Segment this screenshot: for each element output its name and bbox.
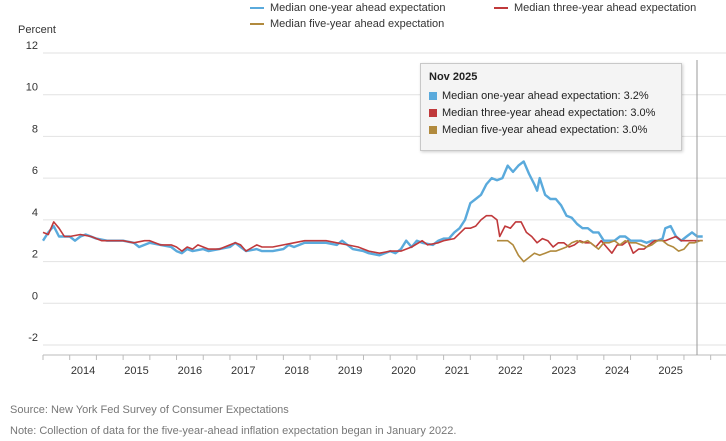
y-axis-title: Percent [18, 24, 56, 36]
x-tick-label: 2019 [338, 365, 362, 377]
x-tick-label: 2020 [391, 365, 415, 377]
source-note: Source: New York Fed Survey of Consumer … [10, 404, 289, 416]
legend-line-icon [494, 7, 508, 9]
y-tick-label: 8 [32, 123, 38, 135]
y-tick-label: 6 [32, 165, 38, 177]
legend-label: Median five-year ahead expectation [270, 18, 445, 30]
series-line-2[interactable] [42, 214, 703, 254]
tooltip-value: Median one-year ahead expectation: 3.2% [442, 89, 649, 102]
square-icon [429, 108, 437, 117]
x-tick-label: 2015 [124, 365, 148, 377]
legend-label: Median three-year ahead expectation [514, 2, 697, 14]
x-tick-label: 2018 [284, 365, 308, 377]
legend-label: Median one-year ahead expectation [270, 2, 446, 14]
tooltip-title: Nov 2025 [429, 71, 478, 83]
y-tick-label: 10 [26, 82, 38, 94]
legend-five-year[interactable]: Median five-year ahead expectation [250, 18, 444, 30]
data-tooltip: Nov 2025 Median one-year ahead expectati… [420, 63, 682, 151]
x-tick-label: 2017 [231, 365, 255, 377]
y-axis-ticks: 12 10 8 6 4 2 0 -2 [26, 40, 38, 344]
gridlines [43, 52, 726, 346]
tooltip-row-one-year: Median one-year ahead expectation: 3.2% [429, 87, 673, 104]
y-tick-label: 0 [32, 290, 38, 302]
x-tick-label: 2023 [552, 365, 576, 377]
x-tick-label: 2025 [658, 365, 682, 377]
tooltip-row-three-year: Median three-year ahead expectation: 3.0… [429, 104, 673, 121]
y-tick-label: 12 [26, 40, 38, 52]
square-icon [429, 91, 437, 100]
x-tick-label: 2022 [498, 365, 522, 377]
footnote: Note: Collection of data for the five-ye… [10, 425, 457, 437]
x-axis: 2014 2015 2016 2017 2018 2019 2020 2021 2022 2023… [42, 354, 726, 377]
legend-one-year[interactable]: Median one-year ahead expectation [250, 2, 446, 14]
legend-line-icon [250, 23, 264, 25]
x-tick-label: 2016 [178, 365, 202, 377]
square-icon [429, 125, 437, 134]
tooltip-value: Median five-year ahead expectation: 3.0% [442, 123, 648, 136]
y-tick-label: -2 [28, 332, 38, 344]
legend-three-year[interactable]: Median three-year ahead expectation [494, 2, 696, 14]
series-lines [41, 160, 703, 263]
y-tick-label: 4 [32, 207, 38, 219]
tooltip-row-five-year: Median five-year ahead expectation: 3.0% [429, 121, 673, 138]
x-tick-label: 2021 [445, 365, 469, 377]
line-chart[interactable]: 12 10 8 6 4 2 0 -2 2014 2015 2016 2017 2018 2019 2020… [0, 0, 726, 400]
y-tick-label: 2 [32, 249, 38, 261]
legend-line-icon [250, 7, 264, 9]
tooltip-value: Median three-year ahead expectation: 3.0… [442, 106, 656, 119]
x-tick-label: 2014 [71, 365, 95, 377]
series-line-3[interactable] [497, 239, 703, 263]
x-tick-label: 2024 [605, 365, 629, 377]
